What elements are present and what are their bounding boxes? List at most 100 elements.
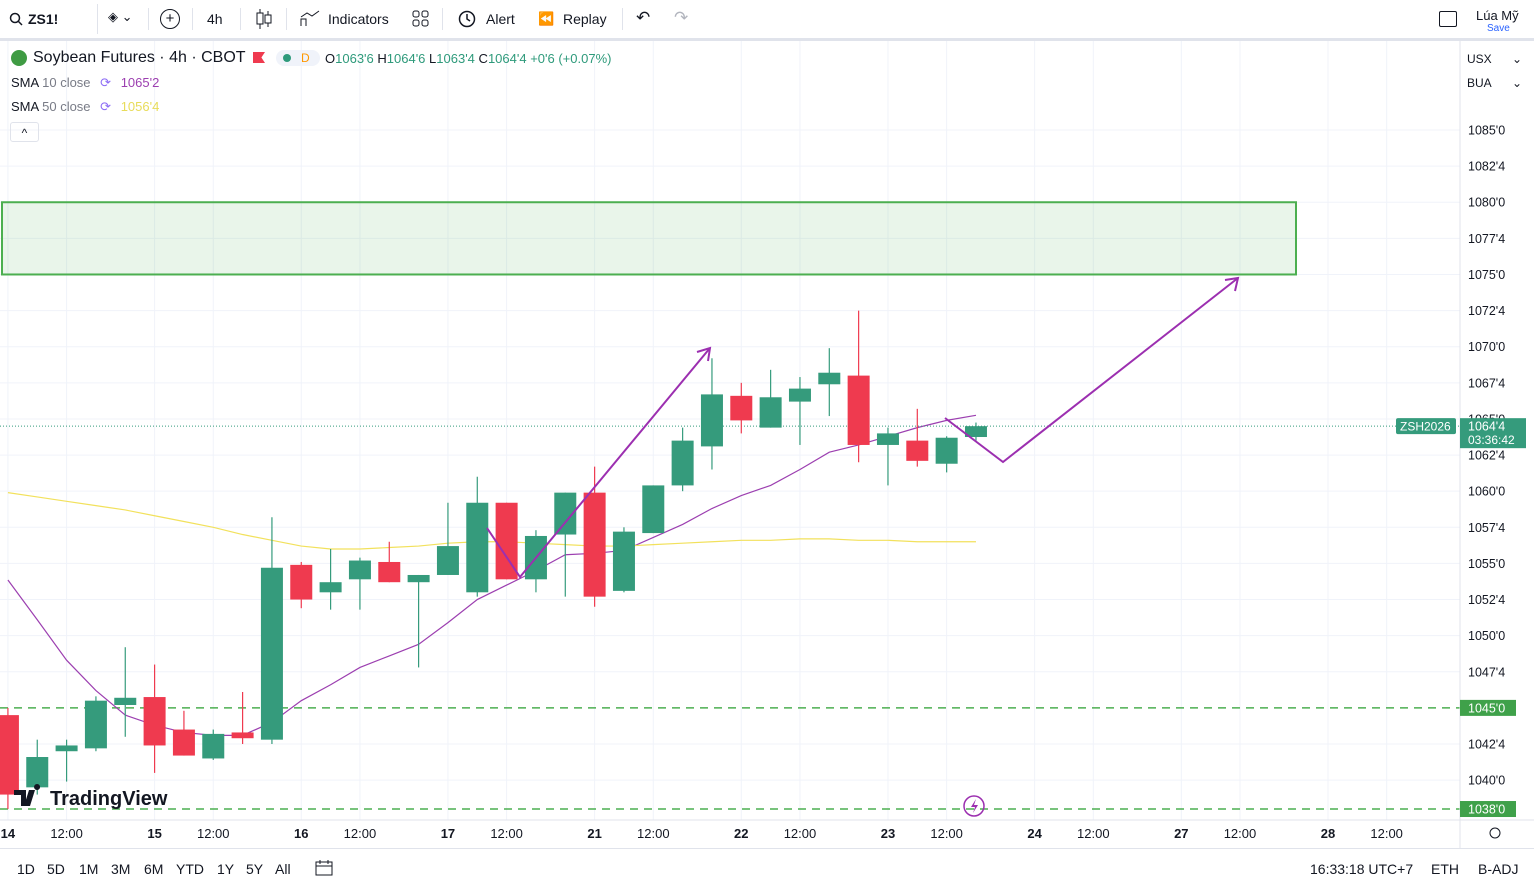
candle-body <box>114 697 137 706</box>
toolbar: ZS1! ◈ ⌄ + 4h Indicators Alert ⏪ Replay … <box>0 0 1534 41</box>
x-tick-label: 12:00 <box>1370 826 1403 841</box>
undo[interactable]: ↶ <box>636 8 651 27</box>
indicator-source: close <box>60 99 91 114</box>
settings-icon[interactable] <box>1489 827 1501 839</box>
range-button[interactable]: 3M <box>111 861 131 877</box>
save-button[interactable]: Save <box>1487 23 1510 34</box>
candle-body <box>143 697 166 746</box>
layouts-icon[interactable] <box>412 10 430 28</box>
last-price-box <box>1460 418 1526 449</box>
collapse-legend[interactable]: ^ <box>10 122 39 142</box>
x-tick-label: 16 <box>294 826 308 841</box>
candle-body <box>554 492 577 535</box>
y-tick-label: 1057'4 <box>1468 521 1505 535</box>
range-button[interactable]: All <box>275 861 291 877</box>
redo[interactable]: ↷ <box>674 8 689 27</box>
legend-title[interactable]: Soybean Futures · 4h · CBOT <box>33 49 246 66</box>
market-status <box>283 54 291 62</box>
range-button[interactable]: YTD <box>176 861 204 877</box>
low-label: L <box>429 51 437 66</box>
candle-body <box>906 440 929 461</box>
high-value: 1064'6 <box>386 51 426 66</box>
y-tick-label: 1067'4 <box>1468 376 1505 390</box>
drawing-arrows <box>486 276 1240 579</box>
x-tick-label: 17 <box>441 826 455 841</box>
x-tick-label: 27 <box>1174 826 1188 841</box>
open-value: 1063'6 <box>335 51 374 66</box>
range-button[interactable]: 6M <box>144 861 164 877</box>
interval[interactable]: 4h <box>207 11 223 27</box>
y-tick-label: 1055'0 <box>1468 557 1505 571</box>
range-button[interactable]: 1D <box>17 861 35 877</box>
candle-body <box>818 372 841 385</box>
y-tick-label: 1062'4 <box>1468 449 1505 463</box>
range-button[interactable]: 5D <box>47 861 65 877</box>
y-tick-label: 1082'4 <box>1468 160 1505 174</box>
ohlc: O1063'6 H1064'6 L1063'4 C1064'4 +0'6 (+0… <box>325 51 611 66</box>
bottom-bar: 1D 5D 1M 3M 6M YTD 1Y 5Y All 16:33:18 UTC+7 ETH … <box>0 848 1534 891</box>
layout-button[interactable] <box>1439 11 1457 27</box>
range-button[interactable]: 1Y <box>217 861 235 877</box>
flag[interactable] <box>253 52 265 63</box>
range-button[interactable]: 5Y <box>246 861 264 877</box>
indicators-button[interactable]: Indicators <box>328 11 389 27</box>
candle-body <box>612 531 635 591</box>
sma-row[interactable]: SMA 50 close ⟳ 1056'4 <box>11 99 159 115</box>
level-label-box <box>1460 801 1516 818</box>
x-tick-label: 12:00 <box>1077 826 1110 841</box>
watermark: TradingView <box>14 784 168 810</box>
x-tick-label: 12:00 <box>490 826 523 841</box>
event-icon[interactable] <box>963 795 985 817</box>
x-tick-label: 12:00 <box>50 826 83 841</box>
candle-body <box>260 567 283 740</box>
symbol-search[interactable]: ZS1! <box>0 4 98 34</box>
session[interactable]: ETH <box>1431 861 1459 877</box>
clock: 16:33:18 UTC+7 <box>1310 861 1414 877</box>
x-tick-label: 12:00 <box>197 826 230 841</box>
adjustment[interactable]: B-ADJ <box>1478 861 1519 877</box>
search-icon <box>9 12 23 26</box>
candle-body <box>671 440 694 486</box>
alert-icon <box>458 10 476 28</box>
target-zone <box>1 201 1297 276</box>
unit-select[interactable]: BUA ⌄ <box>1467 76 1522 90</box>
sma-row[interactable]: SMA 10 close ⟳ 1065'2 <box>11 75 159 91</box>
candle-body <box>583 492 606 597</box>
indicator-name: SMA <box>11 99 39 114</box>
indicator-length: 10 <box>42 75 57 90</box>
indicator-length: 50 <box>42 99 57 114</box>
alert-button[interactable]: Alert <box>486 11 515 27</box>
x-tick-label: 23 <box>881 826 895 841</box>
x-tick-label: 28 <box>1321 826 1335 841</box>
currency-select[interactable]: USX ⌄ <box>1467 52 1522 66</box>
chart-type-icon[interactable] <box>256 9 272 29</box>
layout-name[interactable]: Lúa Mỹ <box>1476 8 1519 23</box>
level-label: 1038'0 <box>1468 803 1505 817</box>
high-label: H <box>377 51 387 66</box>
indicator-source: close <box>60 75 91 90</box>
add-symbol[interactable]: + <box>160 9 180 29</box>
candle-body <box>935 437 958 464</box>
x-tick-label: 12:00 <box>1224 826 1257 841</box>
compare-menu[interactable]: ◈ ⌄ <box>108 9 133 24</box>
y-tick-label: 1085'0 <box>1468 124 1505 138</box>
change-value: +0'6 (+0.07%) <box>530 51 612 66</box>
candle-body <box>348 560 371 580</box>
candle-body <box>84 700 107 749</box>
candle-body <box>55 745 78 752</box>
candle-body <box>378 561 401 583</box>
projection-arrow <box>944 277 1239 464</box>
replay-button[interactable]: Replay <box>563 11 607 27</box>
range-button[interactable]: 1M <box>79 861 99 877</box>
goto-date[interactable] <box>315 859 333 877</box>
symbol-logo <box>11 50 27 66</box>
arrow-head <box>696 346 712 362</box>
candle-body <box>407 574 430 583</box>
unit: BUA <box>1467 76 1492 90</box>
symbol-label-box <box>1396 418 1456 435</box>
x-tick-label: 12:00 <box>930 826 963 841</box>
candle-body <box>788 388 811 402</box>
x-tick-label: 12:00 <box>344 826 377 841</box>
